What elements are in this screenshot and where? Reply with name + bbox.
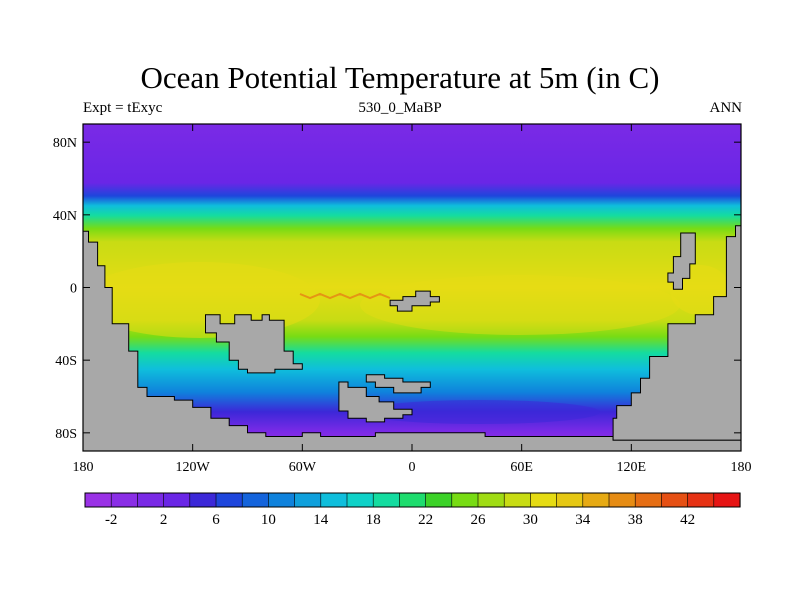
island-south-atlantic-a	[338, 381, 413, 423]
colorbar-swatch	[346, 492, 374, 508]
colorbar-swatch	[608, 492, 636, 508]
colorbar-label: 18	[366, 512, 381, 528]
colorbar-label: 26	[471, 512, 487, 528]
lat-tick-label: 40N	[53, 209, 77, 224]
plot-title: Ocean Potential Temperature at 5m (in C)	[140, 60, 660, 95]
colorbar-swatch	[241, 492, 269, 508]
colorbar-label: 42	[680, 512, 695, 528]
hot-streak	[299, 292, 391, 300]
colorbar-swatch	[268, 492, 296, 508]
colorbar-frame	[84, 492, 741, 508]
colorbar-swatch	[477, 492, 505, 508]
colorbar-label: 22	[418, 512, 433, 528]
colorbar-swatch	[425, 492, 453, 508]
lat-tick-label: 40S	[55, 354, 77, 369]
lat-tick-label: 0	[70, 282, 77, 297]
colorbar-swatch	[399, 492, 427, 508]
colorbar-label: 6	[212, 512, 220, 528]
period-label: 530_0_MaBP	[358, 100, 442, 116]
colorbar-swatch	[294, 492, 322, 508]
colorbar-swatch	[530, 492, 558, 508]
warm-pool-west	[83, 262, 320, 338]
island-atlantic	[389, 290, 440, 312]
colorbar-label: -2	[105, 512, 118, 528]
island-south-atlantic-b	[365, 374, 431, 394]
lat-tick-label: 80S	[55, 427, 77, 442]
colorbar-label: 14	[313, 512, 329, 528]
colorbar-swatch	[556, 492, 584, 508]
lon-tick-label: 120E	[617, 460, 647, 475]
colorbar-swatch	[84, 492, 112, 508]
lon-tick-label: 120W	[176, 460, 211, 475]
colorbar-label: 34	[575, 512, 591, 528]
cold-pool-south	[360, 400, 600, 424]
lon-tick-label: 60W	[289, 460, 317, 475]
western-continent	[83, 230, 741, 451]
colorbar-swatch	[320, 492, 348, 508]
island-south-pacific	[205, 314, 303, 374]
season-label: ANN	[709, 100, 743, 116]
colorbar-swatch	[661, 492, 689, 508]
eastern-continent	[612, 225, 741, 441]
colorbar-swatch	[163, 492, 191, 508]
colorbar-swatch	[215, 492, 243, 508]
experiment-label: Expt = tExyc	[83, 100, 163, 116]
colorbar-swatch	[582, 492, 610, 508]
colorbar-swatch	[634, 492, 663, 508]
colorbar-label: 30	[523, 512, 538, 528]
warm-pool-east	[360, 275, 680, 335]
colorbar-swatch	[189, 492, 217, 508]
lon-tick-label: 180	[73, 460, 94, 475]
lat-tick-label: 80N	[53, 136, 77, 151]
colorbar-label: 2	[160, 512, 168, 528]
colorbar-swatch	[372, 492, 401, 508]
colorbar-swatch	[687, 492, 715, 508]
colorbar-swatch	[713, 492, 741, 508]
colorbar-swatch	[451, 492, 479, 508]
lon-tick-label: 0	[409, 460, 416, 475]
colorbar-label: 10	[261, 512, 276, 528]
colorbar-swatch	[110, 492, 138, 508]
colorbar-label: 38	[628, 512, 643, 528]
lon-tick-label: 180	[731, 460, 752, 475]
colorbar-swatch	[137, 492, 165, 508]
colorbar-swatch	[503, 492, 532, 508]
lon-tick-label: 60E	[510, 460, 533, 475]
eastern-peninsula	[667, 232, 696, 290]
